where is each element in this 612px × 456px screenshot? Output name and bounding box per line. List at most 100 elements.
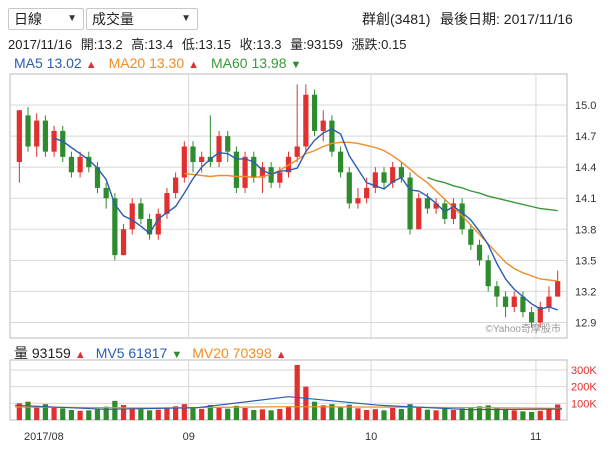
candle-body [537, 306, 543, 323]
candle-body [381, 172, 387, 183]
volume-bar [433, 410, 439, 420]
candle-body [372, 172, 378, 188]
volume-bar [199, 409, 205, 420]
price-tick-label: 15.0 [575, 100, 596, 112]
volume-bar [77, 410, 83, 420]
volume-bar [364, 410, 370, 420]
volume-bar [511, 410, 517, 420]
candle-body [259, 167, 266, 178]
volume-bar [398, 409, 404, 420]
ma-legend-item: MA5 13.02 ▲ [14, 55, 97, 71]
volume-bar [242, 408, 248, 420]
volume-bar [372, 409, 378, 420]
volume-bar [225, 408, 231, 420]
up-arrow-icon: ▲ [275, 349, 287, 361]
candle-body [199, 156, 205, 162]
summary-date: 2017/11/16 [8, 37, 73, 52]
volume-bar [155, 409, 161, 420]
last-date: 最後日期: 2017/11/16 [440, 11, 573, 27]
volume-bar [294, 365, 300, 420]
volume-bar [146, 410, 153, 420]
mv5-line [14, 396, 563, 411]
candle-body [216, 136, 222, 162]
volume-tick-label: 200K [571, 382, 597, 394]
volume-bar [311, 401, 318, 420]
volume-tick-label: 300K [571, 365, 597, 377]
candle-body [424, 198, 431, 209]
candle-body [94, 167, 101, 188]
volume-bar [103, 406, 109, 420]
x-tick-label: 09 [183, 431, 195, 443]
yahoo-watermark: ©Yahoo奇摩股市 [485, 322, 561, 335]
ma5-line [53, 128, 558, 311]
candle-body [337, 151, 344, 173]
volume-bar [207, 405, 213, 420]
volume-legend-item: 量 93159 ▲ [14, 345, 86, 361]
candle-body [416, 198, 422, 230]
volume-tick-label: 100K [571, 398, 597, 410]
volume-bar [129, 408, 135, 420]
volume-bar [355, 408, 361, 420]
volume-bar [173, 406, 179, 420]
period-select[interactable]: 日線 ▼ [8, 8, 84, 30]
candle-body [86, 156, 92, 168]
candle-body [146, 218, 153, 235]
volume-bar [277, 409, 283, 420]
price-tick-label: 14.7 [575, 131, 596, 143]
candle-body [60, 130, 66, 157]
mv20-line [14, 406, 563, 409]
volume-bar [320, 405, 326, 420]
volume-bar [424, 409, 431, 420]
candle-body [277, 172, 283, 183]
candle-body [25, 115, 31, 147]
price-tick-label: 13.8 [575, 224, 596, 236]
volume-bar [476, 406, 483, 420]
candle-body [225, 136, 231, 152]
indicator-select[interactable]: 成交量 ▼ [86, 8, 198, 30]
candle-body [311, 94, 318, 131]
volume-bar [42, 404, 48, 420]
candle-body [433, 203, 439, 209]
volume-bar [25, 401, 31, 420]
volume-legend: 量 93159 ▲ MV5 61817 ▼ MV20 70398 ▲ [14, 343, 297, 363]
summary-close: 收:13.3 [239, 37, 282, 52]
up-arrow-icon: ▲ [85, 59, 97, 71]
volume-bar [529, 412, 535, 420]
ma-legend: MA5 13.02 ▲ MA20 13.30 ▲ MA60 13.98 ▼ [14, 55, 313, 71]
summary-low: 低:13.15 [181, 37, 231, 52]
x-tick-label: 11 [530, 431, 541, 443]
candle-body [138, 203, 144, 219]
price-tick-label: 13.2 [575, 286, 596, 298]
volume-bar [51, 407, 57, 420]
candle-body [181, 146, 187, 178]
volume-bar [60, 408, 66, 420]
candle-body [294, 146, 300, 157]
volume-bar [442, 409, 448, 420]
candle-body [233, 151, 240, 188]
volume-bar [468, 407, 474, 420]
volume-bar [546, 408, 552, 420]
candle-body [494, 286, 500, 297]
price-tick-label: 14.4 [575, 162, 596, 174]
volume-legend-label: MV5 61817 [95, 345, 168, 361]
volume-bar [416, 406, 422, 420]
volume-bar [181, 404, 187, 420]
candle-body [485, 260, 491, 287]
candle-body [190, 146, 196, 162]
volume-bar [485, 405, 491, 420]
price-panel-frame [9, 73, 568, 339]
volume-bar [68, 410, 75, 420]
candle-body [476, 244, 483, 261]
candle-body [502, 296, 509, 307]
period-select-value: 日線 [14, 11, 42, 27]
candle-body [129, 203, 135, 230]
volume-bar [86, 410, 92, 420]
x-tick-label: 10 [365, 431, 377, 443]
candle-body [155, 213, 161, 235]
candle-body [103, 187, 109, 199]
ma-legend-label: MA20 13.30 [108, 55, 185, 71]
candle-body [34, 120, 40, 147]
candle-body [320, 120, 326, 131]
volume-bar [138, 409, 144, 420]
